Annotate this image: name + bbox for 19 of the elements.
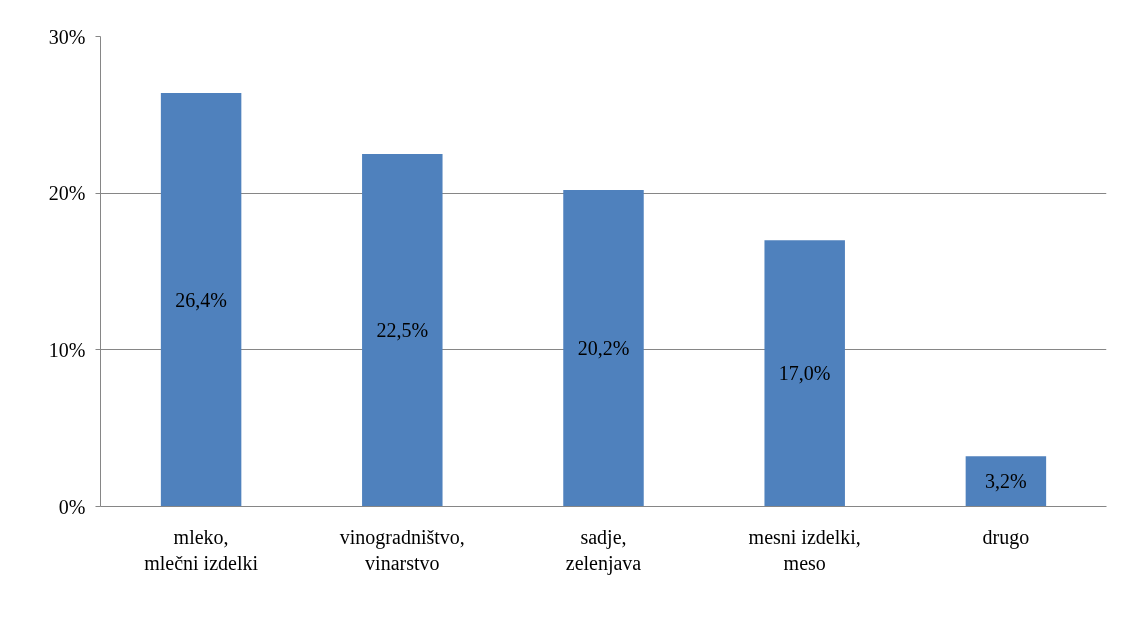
y-tick-label: 30%	[48, 25, 86, 48]
x-tick-label: sadje, zelenjava	[565, 525, 642, 575]
x-tick-label: vinogradništvo, vinarstvo	[339, 525, 465, 574]
bar	[362, 154, 443, 507]
y-tick-label: 10%	[48, 338, 86, 361]
x-tick-label: mleko, mlečni izdelki	[144, 525, 259, 574]
y-tick-label: 0%	[58, 495, 86, 518]
bar	[764, 240, 845, 507]
x-tick-label: mesni izdelki, meso	[748, 525, 861, 574]
bar	[563, 190, 644, 507]
data-label: 22,5%	[376, 319, 429, 342]
y-tick-label: 20%	[48, 182, 86, 205]
data-label: 26,4%	[175, 288, 227, 311]
data-label: 20,2%	[577, 337, 630, 360]
bar	[965, 456, 1047, 507]
bar	[160, 92, 242, 507]
data-label: 17,0%	[778, 362, 831, 385]
x-tick-label: drugo	[982, 525, 1030, 549]
data-label: 3,2%	[985, 470, 1027, 493]
